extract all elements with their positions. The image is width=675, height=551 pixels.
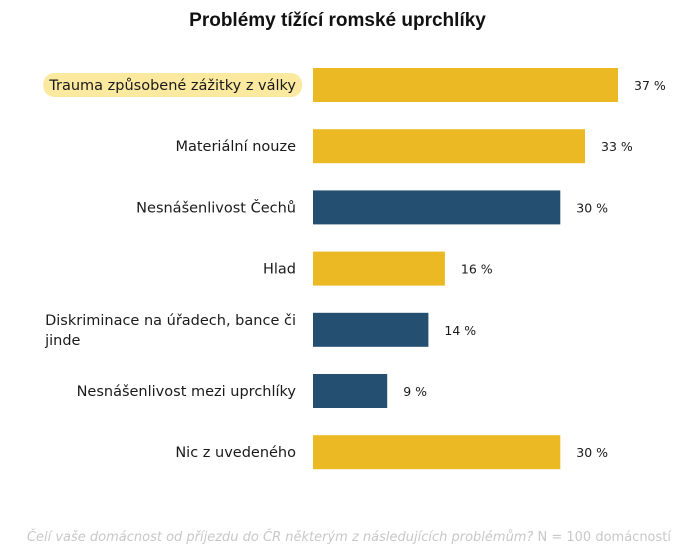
bar-4	[313, 251, 445, 286]
value-label-4: 16 %	[461, 262, 493, 277]
category-label-4: Hlad	[263, 262, 296, 278]
bar-2	[313, 129, 585, 164]
footnote-sample: N = 100 domácností	[533, 530, 672, 545]
value-label-5: 14 %	[444, 323, 476, 338]
bar-3	[313, 190, 561, 225]
value-label-2: 33 %	[601, 139, 633, 154]
category-label-1: Trauma způsobené zážitky z války	[48, 78, 296, 94]
footnote: Čelí vaše domácnost od příjezdu do ČR ně…	[27, 530, 671, 545]
category-label-3: Nesnášenlivost Čechů	[136, 198, 296, 216]
value-label-6: 9 %	[403, 384, 427, 399]
bar-5	[313, 312, 429, 347]
category-label-6: Nesnášenlivost mezi uprchlíky	[77, 384, 297, 400]
bar-1	[313, 68, 618, 102]
value-label-3: 30 %	[576, 200, 608, 215]
bar-6	[313, 374, 388, 408]
footnote-question: Čelí vaše domácnost od příjezdu do ČR ně…	[26, 530, 534, 545]
category-label-7: Nic z uvedeného	[175, 445, 296, 461]
highlight-marker	[43, 73, 303, 97]
bar-7	[313, 435, 561, 470]
category-label-2: Materiální nouze	[175, 139, 296, 155]
category-label-5: Diskriminace na úřadech, bance či jinde	[44, 313, 296, 349]
value-label-7: 30 %	[576, 445, 608, 460]
chart-title: Problémy tížící romské uprchlíky	[189, 10, 486, 31]
value-label-1: 37 %	[634, 78, 666, 93]
